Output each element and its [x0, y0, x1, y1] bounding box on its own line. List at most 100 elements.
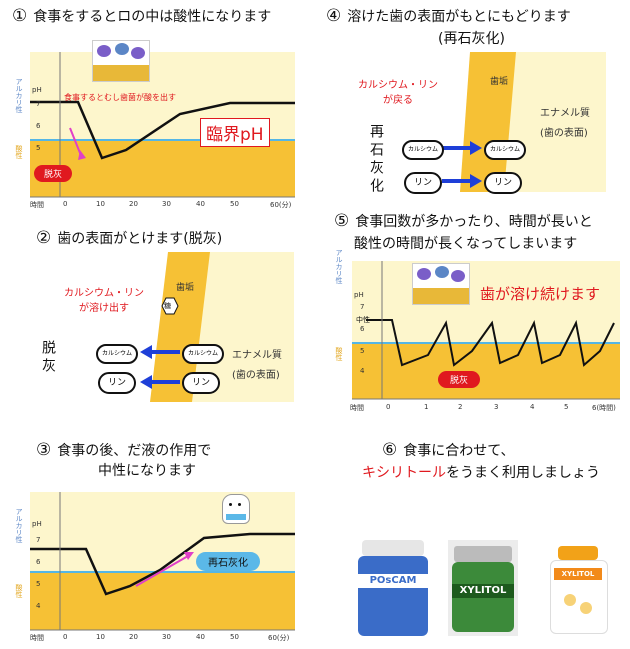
drop-arrow-head	[78, 150, 86, 160]
phosphorus-pill: リン	[98, 372, 136, 394]
y-label-acid: 酸性	[15, 584, 23, 598]
enamel-label: エナメル質	[232, 350, 282, 361]
demineralization-badge: 脱灰	[438, 371, 481, 388]
panel-6-subtitle: キシリトールをうまく利用しましょう	[362, 465, 600, 481]
calcium-pill: カルシウム	[96, 344, 138, 364]
panel-4-subtitle: (再石灰化)	[438, 31, 505, 47]
bacteria-illustration	[412, 263, 470, 305]
arrow-head	[140, 375, 152, 389]
y-label-alkaline: アルカリ性	[15, 508, 23, 543]
dissolving-caption: 歯が溶け続けます	[480, 285, 601, 303]
xylitol-label: XYLITOL	[452, 584, 514, 598]
ph-curve	[366, 319, 615, 367]
side-label: 再石灰化	[368, 124, 384, 196]
y-tick: 4	[36, 602, 41, 610]
y-tick: 4	[360, 367, 365, 375]
ph-curve	[30, 532, 295, 596]
recovery-arrow	[135, 555, 189, 587]
panel-2: ② 歯の表面がとけます(脱灰) カルシウム・リン が溶け出す 歯垢 糖 脱灰 カルシ…	[0, 222, 310, 412]
x-tick: 3	[494, 403, 499, 411]
x-tick: 10	[96, 633, 105, 641]
x-tick: 20	[129, 633, 138, 641]
sugar-label: 糖	[164, 302, 171, 310]
panel-1-title: ① 食事をするとロの中は酸性になります	[12, 6, 272, 26]
x-tick: 0	[63, 633, 68, 641]
recovery-arrow-head	[184, 552, 194, 560]
y-label-ph: pH	[32, 520, 42, 528]
y-label-acid: 酸性	[15, 145, 23, 159]
plaque-label: 歯垢	[176, 283, 195, 293]
tooth-mascot-icon	[222, 494, 250, 524]
phosphorus-pill: リン	[182, 372, 220, 394]
panel-4-title: ④ 溶けた歯の表面がもとにもどります	[326, 6, 571, 26]
tooth-surface-diagram-2	[140, 252, 294, 402]
x-tick: 60(分)	[270, 201, 292, 209]
calcium-release-text: カルシウム・リン が溶け出す	[64, 288, 144, 314]
poscam-label: POsCAM	[358, 574, 428, 588]
x-tick: 時間	[30, 201, 44, 209]
x-tick: 50	[230, 633, 239, 641]
ph-curve	[30, 100, 295, 160]
x-tick: 5	[564, 403, 569, 411]
plaque-band	[150, 252, 210, 402]
x-tick: 0	[386, 403, 391, 411]
y-tick: 7	[360, 303, 365, 311]
x-tick: 0	[63, 200, 68, 208]
x-tick: 6(時間)	[592, 404, 616, 412]
chart-5	[352, 261, 620, 400]
y-label-ph: pH	[354, 291, 364, 299]
panel-3-subtitle: 中性になります	[98, 463, 196, 479]
enamel-label: エナメル質	[540, 108, 590, 119]
demineralization-badge: 脱灰	[34, 165, 73, 182]
critical-ph-label: 臨界pH	[200, 118, 270, 147]
y-label-acid: 酸性	[335, 347, 343, 361]
x-tick: 2	[458, 403, 463, 411]
calcium-pill: カルシウム	[402, 140, 444, 160]
y-tick: 6	[360, 325, 365, 333]
panel-2-title: ② 歯の表面がとけます(脱灰)	[36, 228, 223, 248]
chart-1	[30, 52, 295, 198]
enamel-sub-label: (歯の表面)	[540, 128, 588, 139]
side-label: 脱灰	[40, 340, 56, 376]
y-tick: 6	[36, 558, 41, 566]
acid-caption: 食事するとむし歯菌が酸を出す	[64, 93, 176, 102]
sugar-hexagon	[161, 297, 179, 315]
x-tick: 10	[96, 200, 105, 208]
plaque-label: 歯垢	[490, 77, 509, 87]
panel-6: ⑥ 食事に合わせて、 キシリトールをうまく利用しましょう POsCAM XYLIT…	[320, 436, 630, 649]
y-tick: 5	[36, 580, 41, 588]
tablet-label: XYLITOL	[554, 568, 602, 580]
x-tick: 30	[162, 200, 171, 208]
x-tick: 60(分)	[268, 634, 290, 642]
calcium-pill: カルシウム	[484, 140, 526, 160]
panel-3-title: ③ 食事の後、だ液の作用で	[36, 440, 212, 460]
x-tick: 時間	[30, 634, 44, 642]
x-tick: 30	[162, 633, 171, 641]
x-tick: 1	[424, 403, 429, 411]
acid-zone	[352, 343, 620, 399]
acid-zone	[30, 140, 295, 197]
phosphorus-pill: リン	[484, 172, 522, 194]
poscam-bottle: POsCAM	[358, 540, 428, 636]
y-label-ph: pH	[32, 86, 42, 94]
y-tick: 5	[36, 144, 41, 152]
xylitol-tablet-bottle: XYLITOL	[550, 546, 608, 634]
arrow-head	[470, 141, 482, 155]
x-tick: 50	[230, 200, 239, 208]
panel-6-title: ⑥ 食事に合わせて、	[382, 440, 515, 460]
x-tick: 時間	[350, 404, 364, 412]
chart-3	[30, 492, 295, 631]
y-tick: 7	[36, 536, 41, 544]
panel-3: ③ 食事の後、だ液の作用で 中性になります アルカリ性 酸性 pH 7 6 5 4…	[0, 436, 310, 649]
calcium-pill: カルシウム	[182, 344, 224, 364]
neutral-label: 中性	[356, 316, 370, 324]
panel-5-subtitle: 酸性の時間が長くなってしまいます	[354, 236, 578, 252]
x-tick: 20	[129, 200, 138, 208]
y-tick: 5	[360, 347, 365, 355]
y-tick: 6	[36, 122, 41, 130]
arrow-head	[140, 345, 152, 359]
y-tick: 7	[36, 100, 41, 108]
bacteria-illustration	[92, 40, 150, 82]
arrow-head	[470, 174, 482, 188]
